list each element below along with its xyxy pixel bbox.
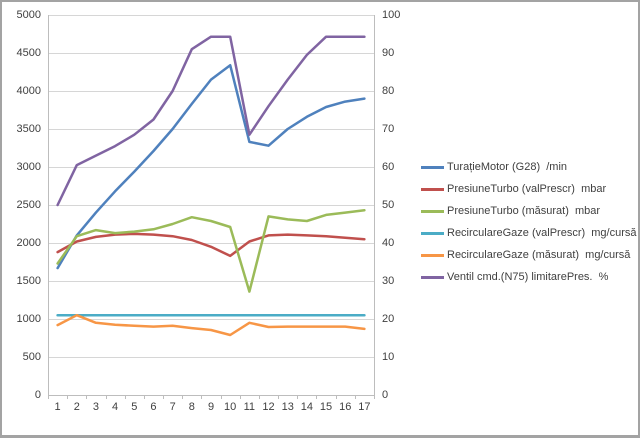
- left-axis-tick-label: 4000: [16, 85, 41, 97]
- left-axis-tick-label: 4500: [16, 47, 41, 59]
- legend-line-marker: [421, 165, 444, 169]
- right-axis-tick-label: 80: [382, 85, 395, 97]
- right-axis-tick-label: 10: [382, 351, 395, 363]
- legend-item: Ventil cmd.(N75) limitarePres. %: [421, 266, 637, 288]
- x-axis-tick-label: 4: [112, 401, 119, 413]
- left-axis-tick-label: 3500: [16, 123, 41, 135]
- x-axis-tick-label: 6: [150, 401, 157, 413]
- left-axis-tick-label: 500: [22, 351, 41, 363]
- series-line-2: [56, 209, 366, 293]
- left-axis-tick-label: 1500: [16, 275, 41, 287]
- x-axis-tick-label: 2: [73, 401, 80, 413]
- right-axis-tick-label: 40: [382, 237, 395, 249]
- left-axis-tick-label: 0: [34, 389, 41, 401]
- legend-line-marker: [421, 253, 444, 257]
- x-axis-tick-label: 5: [131, 401, 138, 413]
- series-line-4: [56, 313, 366, 337]
- series-line-0: [56, 63, 366, 270]
- x-axis-tick-label: 13: [281, 401, 294, 413]
- x-axis-tick-label: 1: [54, 401, 61, 413]
- left-axis-tick-label: 5000: [16, 9, 41, 21]
- legend-item: PresiuneTurbo (valPrescr) mbar: [421, 178, 637, 200]
- x-axis-tick-label: 16: [339, 401, 352, 413]
- x-axis-tick-label: 3: [92, 401, 99, 413]
- legend-item-label: TurațieMotor (G28) /min: [447, 161, 568, 173]
- legend-item: RecirculareGaze (măsurat) mg/cursă: [421, 244, 637, 266]
- legend-item-label: RecirculareGaze (valPrescr) mg/cursă: [447, 227, 637, 239]
- legend-item: PresiuneTurbo (măsurat) mbar: [421, 200, 637, 222]
- right-axis-tick-label: 0: [382, 389, 389, 401]
- x-axis-tick-label: 10: [224, 401, 237, 413]
- right-axis-tick-label: 30: [382, 275, 395, 287]
- x-axis-tick-label: 17: [358, 401, 371, 413]
- right-axis-tick-label: 100: [382, 9, 401, 21]
- right-axis-tick-label: 70: [382, 123, 395, 135]
- legend-line-marker: [421, 209, 444, 213]
- right-axis-tick-label: 90: [382, 47, 395, 59]
- chart-legend: TurațieMotor (G28) /min PresiuneTurbo (v…: [421, 156, 637, 288]
- x-axis-tick-label: 12: [262, 401, 275, 413]
- left-axis-tick-label: 1000: [16, 313, 41, 325]
- series-line-5: [56, 35, 366, 207]
- right-axis-tick-label: 50: [382, 199, 395, 211]
- x-axis-tick-label: 14: [300, 401, 313, 413]
- left-axis-tick-label: 2500: [16, 199, 41, 211]
- x-axis-tick-label: 15: [319, 401, 333, 413]
- legend-line-marker: [421, 231, 444, 235]
- series-line-1: [56, 232, 366, 258]
- legend-item-label: RecirculareGaze (măsurat) mg/cursă: [447, 249, 631, 261]
- right-axis-tick-label: 20: [382, 313, 395, 325]
- left-axis-tick-label: 2000: [16, 237, 41, 249]
- legend-item: TurațieMotor (G28) /min: [421, 156, 637, 178]
- legend-item-label: PresiuneTurbo (valPrescr) mbar: [447, 183, 607, 195]
- legend-item-label: Ventil cmd.(N75) limitarePres. %: [447, 271, 609, 283]
- x-axis-tick-label: 8: [188, 401, 195, 413]
- x-axis-tick-label: 9: [207, 401, 215, 413]
- legend-line-marker: [421, 187, 444, 191]
- x-axis-tick-label: 11: [243, 401, 256, 413]
- left-axis-tick-label: 3000: [16, 161, 41, 173]
- right-axis-tick-label: 60: [382, 161, 395, 173]
- legend-item-label: PresiuneTurbo (măsurat) mbar: [447, 205, 601, 217]
- x-axis-tick-label: 7: [169, 401, 176, 413]
- legend-item: RecirculareGaze (valPrescr) mg/cursă: [421, 222, 637, 244]
- legend-line-marker: [421, 275, 444, 279]
